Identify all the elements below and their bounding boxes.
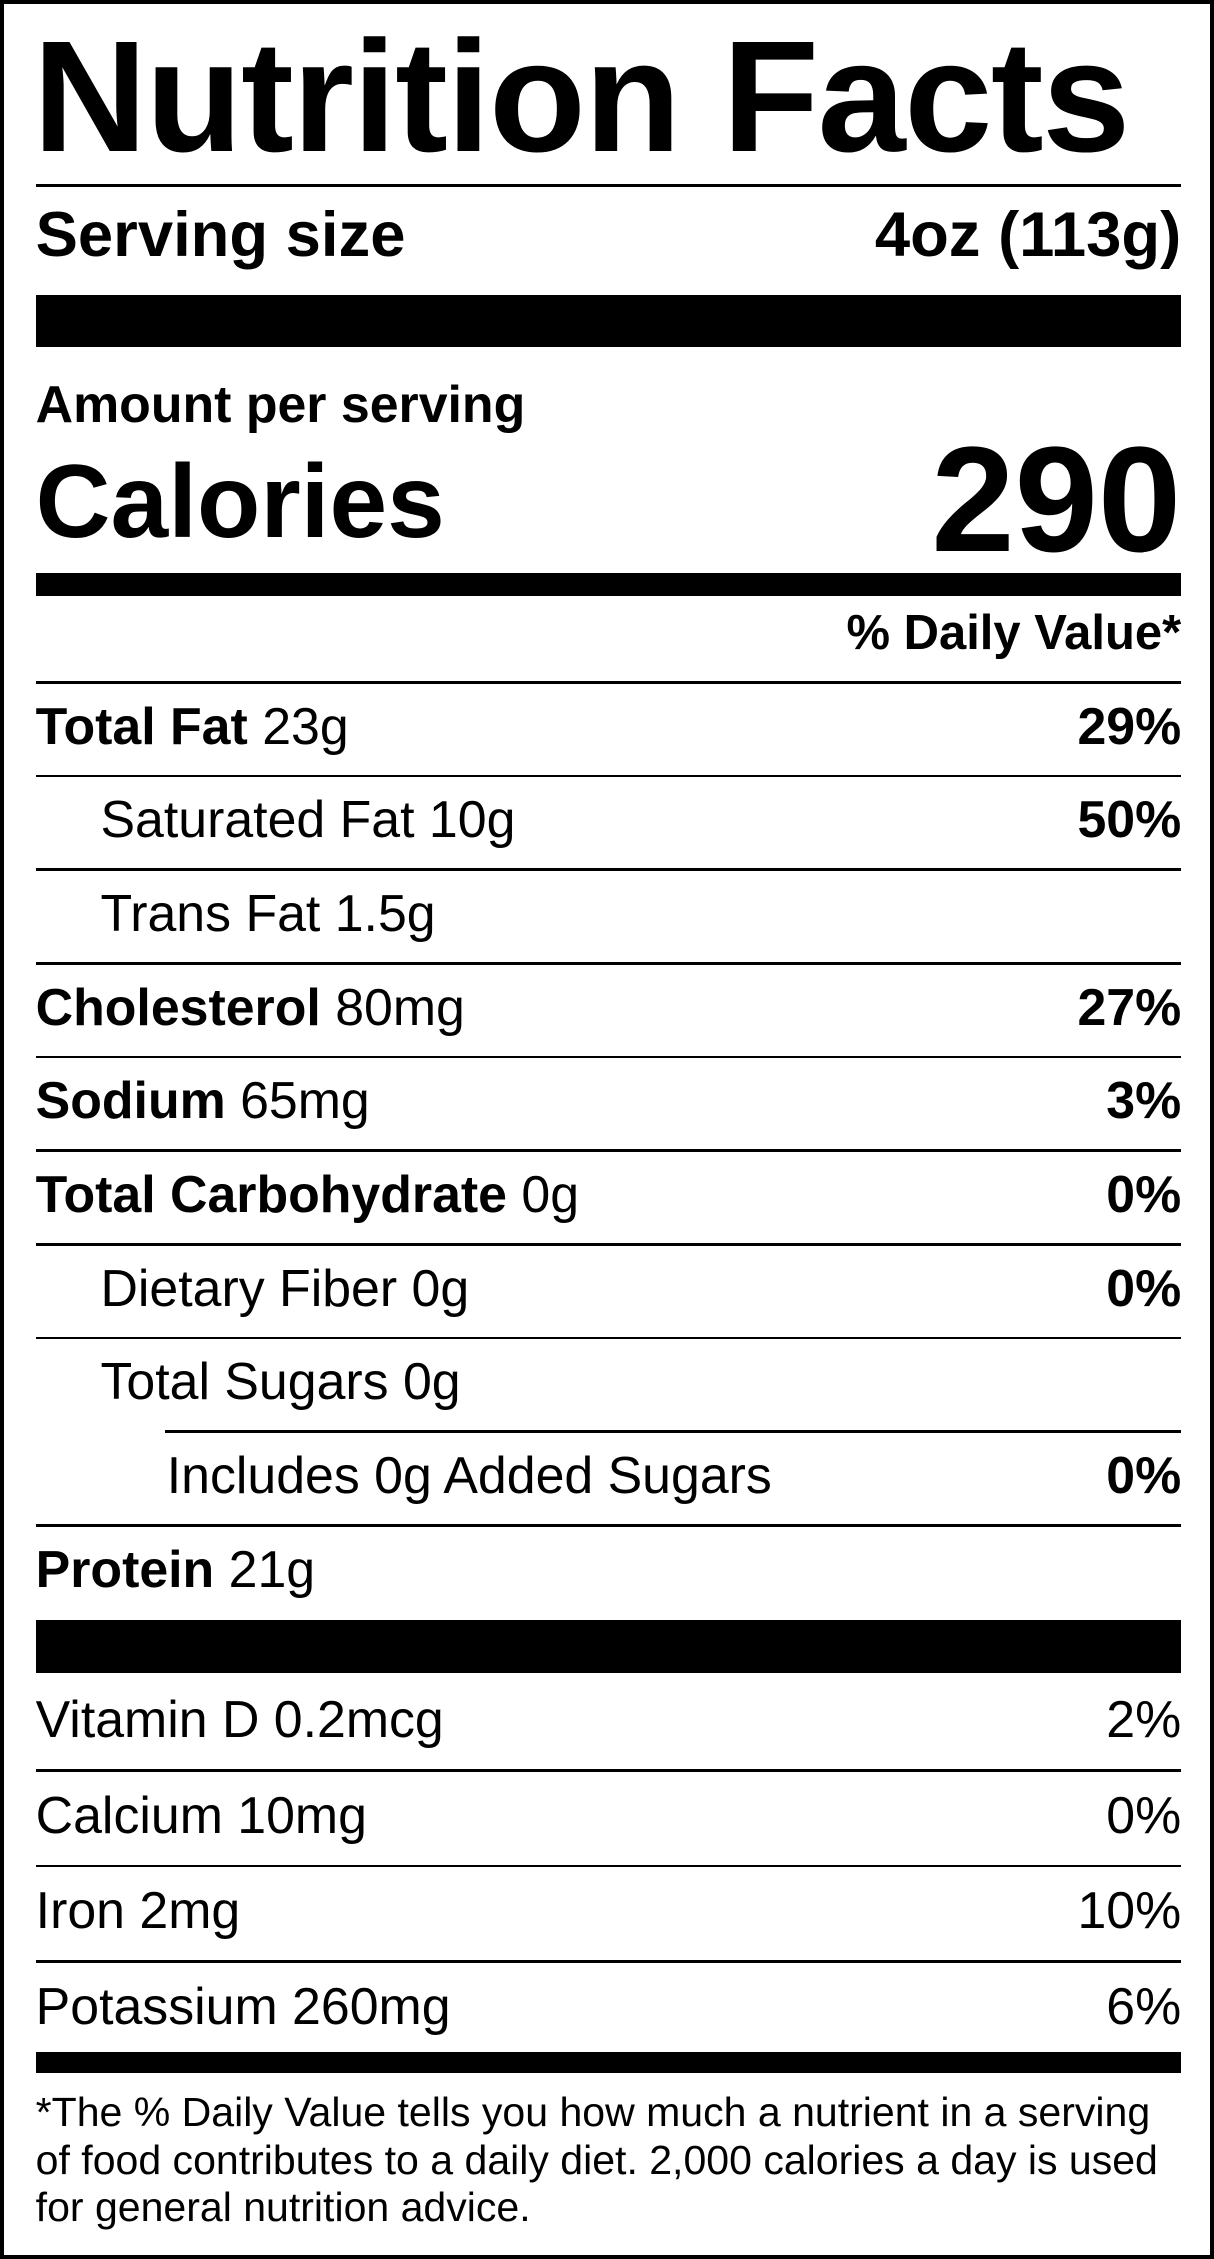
vitamin-amount: 10mg [237, 1785, 367, 1844]
row-rule [35, 1864, 1181, 1868]
vitamin-dv: 10% [1077, 1881, 1182, 1940]
nutrient-name: Total Carbohydrate [35, 1165, 507, 1223]
nutrient-row: Total Sugars 0g [100, 1355, 460, 1408]
nutrient-name: Sodium [35, 1071, 226, 1130]
vitamin-name: Iron [35, 1881, 125, 1940]
vitamin-dv: 6% [1106, 1977, 1182, 2036]
row-rule [35, 961, 1181, 965]
nutrient-dv: 29% [1077, 696, 1182, 755]
row-rule [35, 1960, 1181, 1964]
row-rule [35, 680, 1181, 684]
medium-bar [35, 2051, 1181, 2074]
nutrient-amount: 23g [262, 696, 349, 755]
nutrient-name: Total Sugars [100, 1352, 389, 1411]
nutrient-dv: 50% [1077, 790, 1182, 849]
nutrient-amount: 0g [521, 1165, 580, 1223]
nutrient-name: Cholesterol [35, 977, 321, 1036]
nutrient-dv: 27% [1077, 977, 1182, 1036]
nutrient-name: Protein [35, 1539, 215, 1598]
vitamin-row: Potassium 260mg [36, 1980, 451, 2033]
medium-bar [35, 572, 1181, 596]
vitamin-name: Calcium [35, 1785, 223, 1844]
nutrient-row: Saturated Fat 10g [100, 793, 515, 846]
vitamin-dv: 2% [1106, 1689, 1182, 1748]
nutrient-name: Saturated Fat [100, 790, 415, 849]
vitamin-row: Vitamin D 0.2mcg [36, 1693, 444, 1746]
title: Nutrition Facts [32, 8, 1131, 186]
thick-bar [35, 1619, 1181, 1674]
nutrient-row: Total Carbohydrate 0g [36, 1168, 579, 1221]
row-rule [35, 774, 1181, 778]
nutrient-row: Protein 21g [36, 1543, 315, 1596]
row-rule [35, 1523, 1181, 1527]
nutrient-row: Cholesterol 80mg [36, 981, 465, 1034]
nutrient-amount: 65mg [240, 1071, 370, 1130]
nutrient-dv: 0% [1106, 1165, 1182, 1223]
nutrient-name: Total Fat [35, 696, 248, 755]
row-rule [35, 1055, 1181, 1059]
vitamin-amount: 2mg [139, 1881, 241, 1940]
calories-label: Calories [35, 442, 445, 559]
vitamin-row: Iron 2mg [36, 1884, 241, 1937]
thick-bar [35, 294, 1181, 347]
nutrient-amount: 10g [428, 790, 516, 849]
nutrient-amount: 80mg [335, 977, 465, 1036]
row-rule [35, 1149, 1181, 1153]
nutrient-row: Dietary Fiber 0g [100, 1262, 469, 1315]
nutrient-dv: 3% [1106, 1071, 1182, 1130]
dv-header: % Daily Value* [846, 606, 1182, 661]
nutrient-amount: 0g [402, 1352, 461, 1411]
nutrient-dv: 0% [1106, 1446, 1182, 1505]
calories-value: 290 [931, 414, 1182, 583]
nutrient-amount: 1.5g [334, 883, 436, 942]
vitamin-name: Potassium [35, 1977, 278, 2036]
thin-rule [35, 184, 1181, 187]
nutrient-row: Total Fat 23g [36, 700, 349, 753]
nutrient-dv: 0% [1106, 1258, 1182, 1317]
serving-value: 4oz (113g) [874, 199, 1182, 270]
row-rule [35, 1242, 1181, 1246]
serving-label: Serving size [35, 199, 406, 270]
footnote: *The % Daily Value tells you how much a … [35, 2089, 1158, 2231]
vitamin-amount: 0.2mcg [273, 1689, 444, 1748]
row-rule [35, 1336, 1181, 1340]
nutrient-row: Trans Fat 1.5g [100, 887, 435, 940]
nutrient-name: Includes 0g Added Sugars [166, 1446, 772, 1505]
row-rule [165, 1430, 1181, 1434]
nutrient-amount: 0g [411, 1258, 470, 1317]
row-rule [35, 868, 1181, 872]
nutrient-name: Dietary Fiber [100, 1258, 398, 1317]
nutrient-name: Trans Fat [100, 883, 321, 942]
vitamin-row: Calcium 10mg [36, 1789, 367, 1842]
amount-label: Amount per serving [35, 374, 526, 433]
vitamin-dv: 0% [1106, 1785, 1182, 1844]
nutrient-amount: 21g [228, 1539, 316, 1598]
vitamin-amount: 260mg [292, 1977, 451, 2036]
row-rule [35, 1768, 1181, 1772]
vitamin-name: Vitamin D [35, 1689, 260, 1748]
nutrient-row: Includes 0g Added Sugars [167, 1449, 772, 1502]
nutrient-row: Sodium 65mg [36, 1074, 370, 1127]
